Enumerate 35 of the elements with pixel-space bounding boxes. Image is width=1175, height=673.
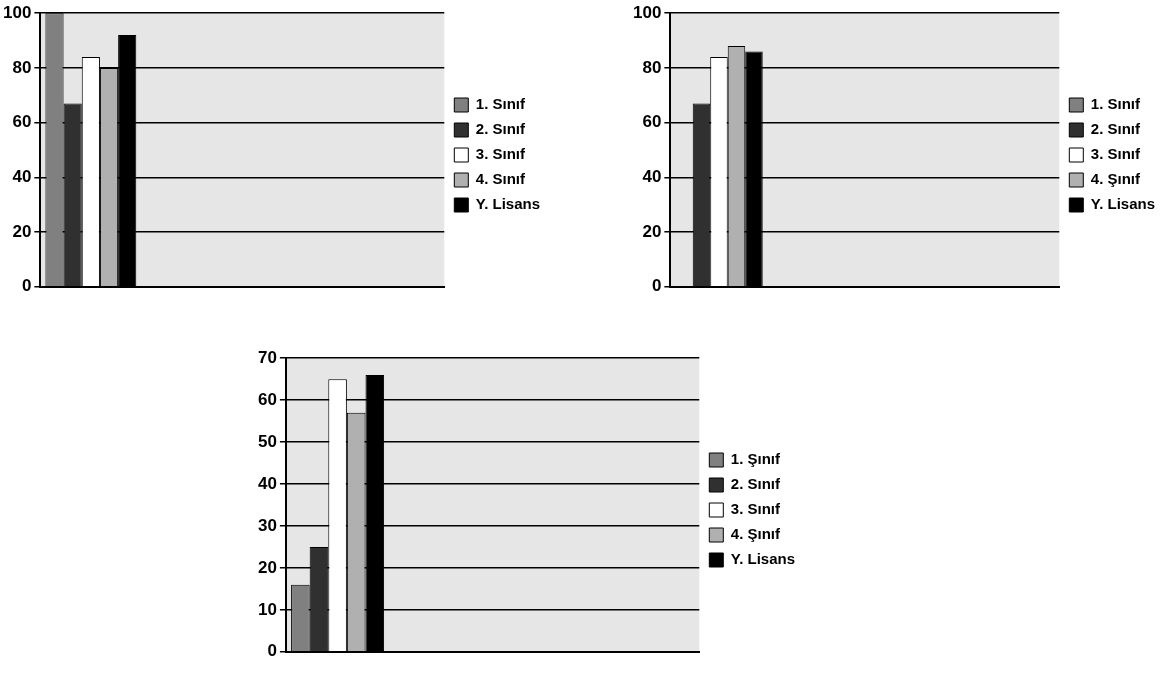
legend-label: 4. Şınıf	[1090, 170, 1141, 188]
y-tick-label: 100	[2, 2, 32, 22]
legend-label: 2. Sınıf	[730, 475, 781, 493]
y-tick-label: 70	[257, 347, 277, 367]
legend-label: 2. Sınıf	[475, 120, 526, 138]
y-tick-label: 30	[257, 515, 277, 535]
y-tick-label: 40	[642, 167, 662, 187]
y-tick-label: 40	[12, 167, 32, 187]
legend-label: 3. Sınıf	[730, 500, 781, 518]
y-tick-label: 100	[632, 2, 662, 22]
legend-label: 4. Sınıf	[475, 170, 526, 188]
y-tick-label: 40	[257, 473, 277, 493]
y-tick-label: 20	[257, 557, 277, 577]
legend-label: 3. Sınıf	[1090, 145, 1141, 163]
y-tick-label: 80	[642, 57, 662, 77]
legend-label: 4. Şınıf	[730, 525, 781, 543]
y-tick-label: 60	[257, 389, 277, 409]
legend-label: Y. Lisans	[1090, 195, 1156, 213]
legend-label: 1. Şınıf	[730, 450, 781, 468]
legend-label: 1. Sınıf	[475, 95, 526, 113]
legend-label: Y. Lisans	[730, 550, 796, 568]
y-tick-label: 80	[12, 57, 32, 77]
legend-label: Y. Lisans	[475, 195, 541, 213]
y-tick-label: 0	[21, 276, 32, 296]
legend-label: 3. Sınıf	[475, 145, 526, 163]
legend-label: 1. Sınıf	[1090, 95, 1141, 113]
y-tick-label: 50	[257, 431, 277, 451]
y-tick-label: 20	[12, 221, 32, 241]
y-tick-label: 0	[267, 641, 277, 661]
y-tick-label: 60	[12, 112, 32, 132]
y-tick-label: 10	[257, 599, 277, 619]
legend-label: 2. Sınıf	[1090, 120, 1141, 138]
y-tick-label: 60	[642, 112, 662, 132]
y-tick-label: 0	[651, 276, 662, 296]
y-tick-label: 20	[642, 221, 662, 241]
